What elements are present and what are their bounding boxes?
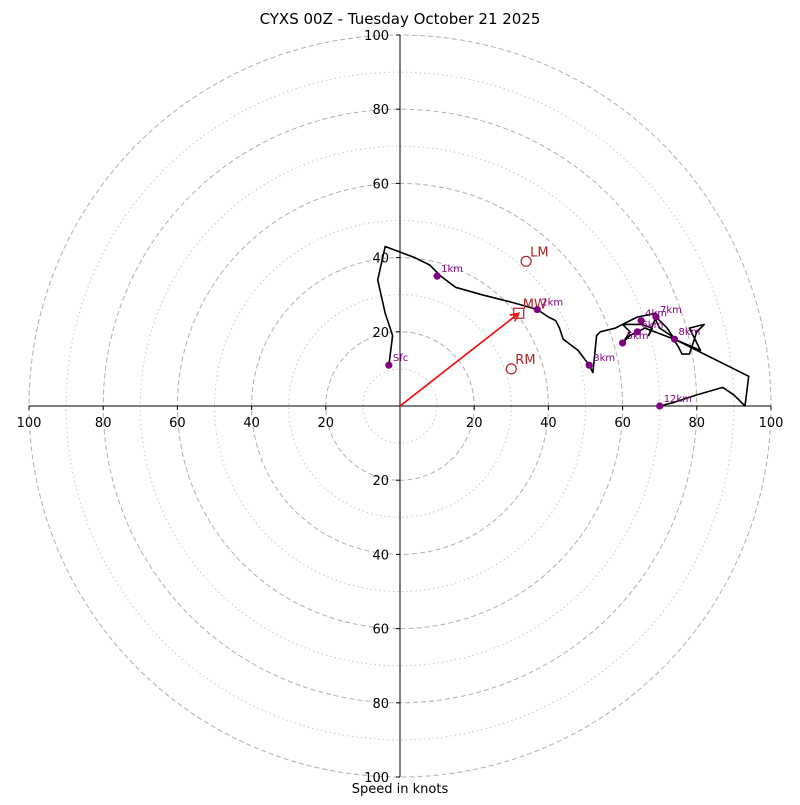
- height-marker-dot: [637, 317, 645, 325]
- mean-wind-vector-group: [399, 312, 521, 407]
- chart-title: CYXS 00Z - Tuesday October 21 2025: [259, 10, 541, 28]
- height-marker-label: 3km: [593, 353, 615, 364]
- y-tick-label: 80: [372, 103, 389, 118]
- x-axis-label: Speed in knots: [351, 782, 449, 797]
- y-tick-label: 40: [372, 252, 389, 267]
- height-marker-label: 1km: [441, 264, 463, 275]
- storm-motion-points: LM RM MW: [505, 245, 549, 375]
- x-tick-label: 80: [689, 416, 706, 431]
- x-tick-label: 20: [318, 416, 335, 431]
- height-marker-dot: [619, 339, 627, 347]
- storm-point-lm-marker: [520, 255, 532, 267]
- height-marker-dot: [585, 361, 593, 369]
- height-marker-dot: [385, 361, 393, 369]
- y-tick-label: 20: [372, 326, 389, 341]
- height-marker-label: 7km: [660, 305, 682, 316]
- wind-trace: [376, 245, 750, 407]
- x-tick-label: 60: [614, 416, 631, 431]
- height-marker-dot: [633, 328, 642, 336]
- y-tick-label: 60: [372, 623, 389, 638]
- height-markers: Sfc1km2km3km4km5km6km7km8km12km: [385, 264, 701, 410]
- height-marker-dot: [433, 272, 441, 280]
- wind-trace-line: [376, 245, 750, 407]
- storm-point-rm-marker: [505, 363, 517, 375]
- x-tick-label: 40: [243, 416, 260, 431]
- y-tick-label: 80: [372, 697, 389, 712]
- height-marker-label: 6km: [641, 320, 663, 331]
- y-tick-label: 60: [372, 177, 389, 192]
- height-marker-label: 8km: [679, 327, 701, 338]
- storm-point-rm-label: RM: [515, 353, 535, 368]
- x-tick-label: 80: [95, 416, 112, 431]
- y-tick-label: 100: [364, 771, 389, 786]
- height-marker-dot: [670, 335, 679, 343]
- mean-wind-vector: [399, 312, 520, 407]
- x-tick-label: 20: [466, 416, 483, 431]
- height-marker-label: 2km: [541, 298, 563, 309]
- y-tick-label: 40: [372, 548, 389, 563]
- storm-point-mw-label: MW: [523, 297, 547, 312]
- tick-labels: 100 80 60 40 20 20 40 60 80 100 100 80 60 40 20 20 40 60 8…: [17, 29, 784, 786]
- storm-point-mw-marker: [513, 307, 525, 319]
- height-marker-dot: [533, 305, 541, 314]
- storm-point-lm-label: LM: [530, 245, 548, 260]
- y-tick-label: 20: [372, 474, 389, 489]
- height-marker-dot: [652, 313, 660, 321]
- height-marker-dot: [656, 402, 664, 410]
- height-marker-label: Sfc: [393, 353, 408, 364]
- x-tick-label: 100: [17, 416, 42, 431]
- x-tick-label: 40: [540, 416, 557, 431]
- y-tick-label: 100: [364, 29, 389, 44]
- height-marker-label: 5km: [627, 331, 649, 342]
- x-tick-label: 100: [759, 416, 784, 431]
- x-tick-label: 60: [169, 416, 186, 431]
- height-marker-label: 12km: [664, 394, 692, 405]
